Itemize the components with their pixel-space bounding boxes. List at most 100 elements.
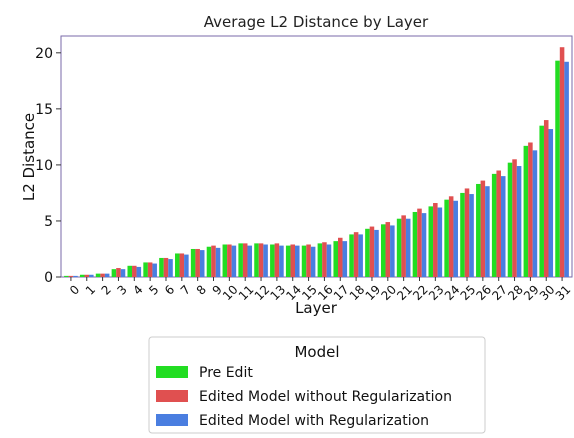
bar — [543, 120, 549, 278]
bar — [242, 243, 248, 277]
y-tick-label: 0 — [44, 270, 53, 286]
bar — [512, 159, 517, 277]
bar — [500, 176, 506, 277]
bar — [301, 245, 307, 277]
bar — [433, 203, 438, 277]
x-tick-label: 7 — [178, 282, 193, 297]
bar — [143, 262, 148, 277]
bar — [111, 269, 117, 277]
bar — [247, 245, 253, 277]
bar — [412, 211, 418, 277]
y-tick-label: 20 — [35, 46, 53, 62]
bar — [274, 243, 280, 277]
x-tick-label: 31 — [553, 282, 574, 303]
bar — [444, 199, 449, 277]
bar — [428, 206, 434, 277]
bar — [295, 245, 300, 277]
bars-group — [64, 47, 569, 278]
bar — [417, 208, 422, 277]
x-tick-label: 1 — [83, 282, 98, 297]
bar — [469, 194, 474, 277]
plot-area-frame — [60, 35, 573, 278]
legend-entry-label: Edited Model with Regularization — [199, 413, 429, 429]
legend-frame — [148, 336, 486, 434]
bar — [95, 273, 101, 277]
bar — [89, 274, 94, 277]
bar — [496, 170, 501, 277]
bar — [64, 275, 69, 277]
legend-swatch — [156, 414, 188, 426]
bar — [528, 142, 533, 277]
y-tick-label: 5 — [44, 214, 53, 230]
bar — [333, 241, 338, 277]
bar — [254, 243, 259, 277]
bar — [448, 196, 454, 277]
bar — [374, 229, 379, 277]
bar — [365, 228, 370, 277]
bar — [206, 246, 212, 277]
bar — [270, 244, 275, 277]
bar — [190, 248, 196, 277]
legend-swatch — [156, 366, 188, 378]
bar — [84, 274, 90, 277]
bar — [369, 226, 375, 277]
bar — [127, 265, 133, 277]
bar — [453, 200, 458, 277]
bar — [532, 150, 538, 277]
bar — [238, 243, 243, 277]
bar — [132, 265, 137, 277]
x-tick-label: 5 — [146, 282, 161, 297]
bar — [317, 243, 323, 277]
bar — [231, 245, 237, 277]
legend-swatch — [156, 390, 188, 402]
bar — [485, 186, 490, 277]
bar — [548, 129, 554, 277]
bar — [460, 192, 465, 277]
bar — [290, 244, 296, 277]
x-tick-label: 8 — [194, 282, 209, 297]
bar — [159, 257, 164, 277]
bar — [147, 262, 153, 277]
bar — [258, 243, 264, 277]
bar — [199, 250, 205, 277]
bar — [136, 266, 142, 277]
bar — [195, 248, 200, 277]
legend: Model Pre Edit Edited Model without Regul… — [148, 336, 486, 434]
bar — [322, 242, 327, 277]
x-tick-label: 3 — [114, 282, 129, 297]
bar — [215, 247, 221, 277]
bar — [564, 61, 569, 277]
bar — [163, 257, 169, 277]
legend-entry-label: Pre Edit — [199, 365, 253, 381]
bar — [349, 234, 354, 277]
bar — [464, 188, 470, 277]
bar — [285, 245, 291, 277]
bar — [222, 244, 228, 277]
bar — [79, 274, 85, 277]
bar — [152, 263, 157, 277]
bar — [211, 245, 216, 277]
bar — [306, 244, 311, 277]
bar — [104, 273, 110, 277]
bar — [326, 244, 332, 277]
x-tick-label: 2 — [99, 282, 114, 297]
bar — [342, 241, 348, 277]
bar — [100, 273, 105, 277]
bar — [405, 218, 411, 277]
bar — [476, 183, 481, 277]
bar — [421, 213, 427, 277]
x-tick-label: 0 — [67, 282, 82, 297]
bar — [523, 145, 529, 277]
bar — [184, 254, 189, 277]
bar — [559, 47, 565, 277]
x-axis-label: Layer — [295, 299, 338, 317]
bar — [263, 244, 268, 277]
bar — [385, 222, 391, 277]
bar — [175, 253, 180, 277]
bar — [279, 245, 284, 277]
bar — [168, 259, 173, 277]
bar — [380, 224, 386, 277]
bar — [179, 253, 185, 277]
chart-title: Average L2 Distance by Layer — [204, 13, 429, 31]
